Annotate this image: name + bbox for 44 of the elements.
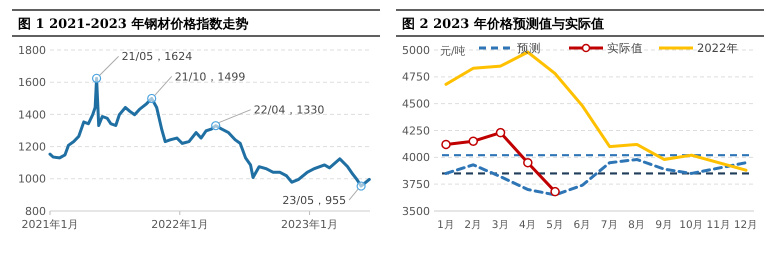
y-tick-label: 3500 [402, 204, 430, 218]
x-tick-label: 12月 [734, 219, 758, 231]
x-tick-label: 2022年1月 [151, 218, 208, 231]
x-tick-label: 2023年1月 [281, 218, 338, 231]
y-tick-label: 4000 [402, 151, 430, 164]
y-tick-label: 5000 [402, 44, 430, 57]
legend-label: 2022年 [697, 41, 738, 56]
x-tick-label: 7月 [600, 219, 618, 231]
point [441, 140, 451, 150]
point [496, 128, 506, 138]
y-tick-label: 1800 [18, 44, 46, 57]
y-tick-label: 1000 [18, 172, 46, 186]
x-tick-label: 2月 [464, 219, 482, 231]
annotation: 21/10，1499 [174, 70, 246, 84]
x-tick-label: 2021年1月 [22, 218, 78, 231]
legend-label: 预测 [517, 41, 541, 56]
y-tick-label: 1400 [18, 108, 46, 122]
y-tick-label: 1600 [18, 76, 46, 90]
annotation: 22/04，1330 [254, 104, 324, 117]
y-tick-label: 4250 [402, 124, 430, 138]
chart-title: 图 2 2023 年价格预测值与实际值 [402, 16, 604, 32]
x-tick-label: 11月 [706, 219, 731, 231]
x-tick-label: 3月 [492, 219, 510, 231]
x-tick-label: 10月 [679, 219, 704, 231]
annotation: 21/05，1624 [122, 50, 192, 64]
y-tick-label: 4500 [402, 98, 430, 111]
y-tick-label: 3750 [402, 178, 430, 192]
x-tick-label: 6月 [574, 219, 592, 231]
y-axis-title: 元/吨 [440, 44, 466, 58]
y-tick-label: 800 [25, 204, 46, 218]
annotation: 23/05，955 [282, 194, 346, 207]
y-tick-label: 4750 [402, 70, 430, 84]
point [468, 136, 478, 146]
point [550, 186, 560, 196]
x-tick-label: 8月 [628, 219, 646, 231]
x-tick-label: 4月 [518, 219, 537, 231]
y-tick-label: 1200 [18, 140, 46, 154]
line-series [444, 158, 748, 196]
legend-label: 实际值 [607, 41, 643, 56]
x-tick-label: 1月 [437, 219, 455, 231]
x-tick-label: 5月 [546, 219, 564, 231]
x-tick-label: 9月 [655, 219, 674, 231]
chart-title: 图 1 2021-2023 年钢材价格指数走势 [18, 16, 248, 32]
point [523, 158, 533, 168]
